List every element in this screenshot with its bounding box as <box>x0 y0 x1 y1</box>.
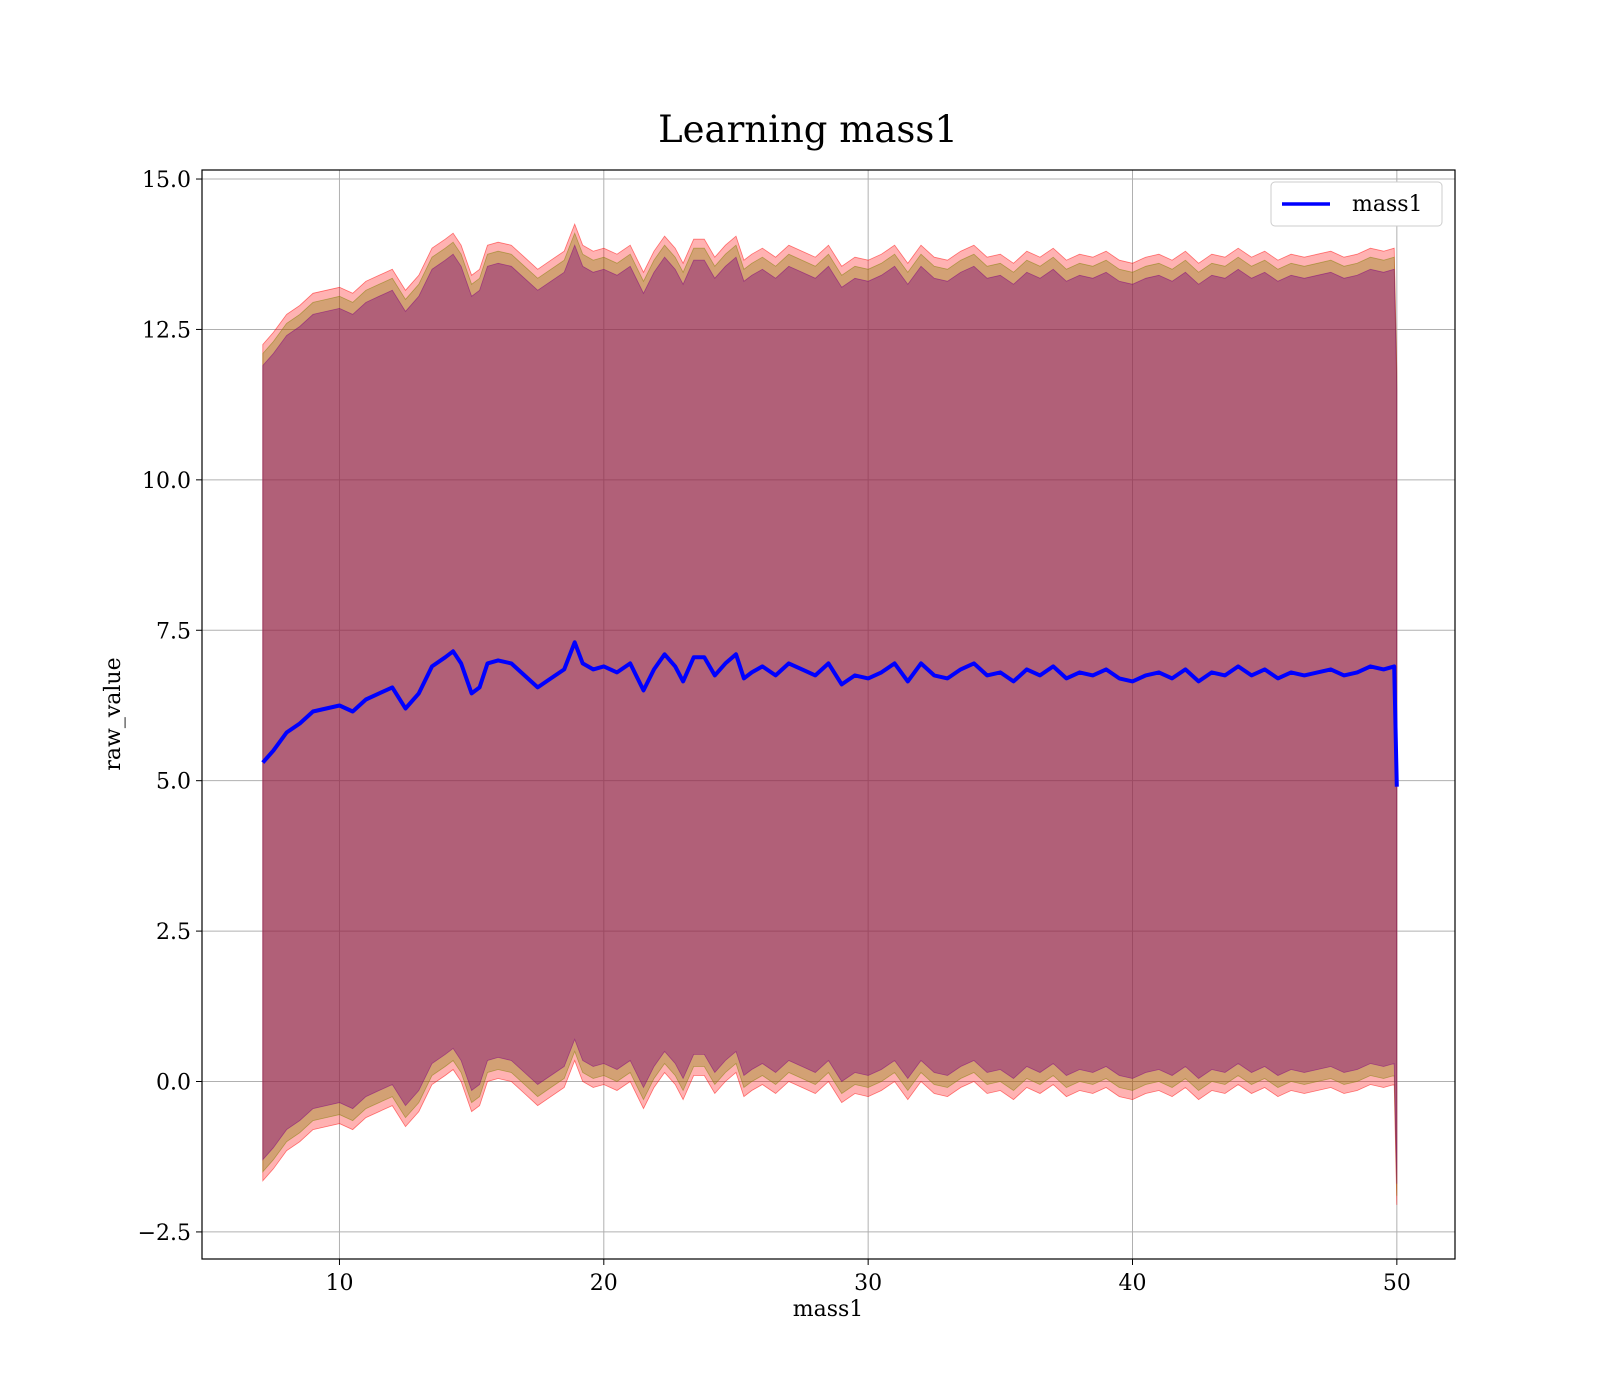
legend: mass1 <box>1270 181 1443 227</box>
confidence-band-0 <box>262 222 1398 1205</box>
x-tick-label: 30 <box>854 1271 882 1296</box>
x-tick-label: 50 <box>1383 1271 1411 1296</box>
y-tick-label: 7.5 <box>156 619 191 644</box>
y-tick-label: 15.0 <box>142 168 191 193</box>
x-axis-label: mass1 <box>793 1297 864 1322</box>
x-tick-label: 40 <box>1118 1271 1146 1296</box>
x-tick-label: 20 <box>590 1271 618 1296</box>
y-tick-label: −2.5 <box>138 1221 191 1246</box>
series-lines <box>261 640 1399 787</box>
confidence-band-1 <box>262 232 1398 1196</box>
y-tick-label: 12.5 <box>142 318 191 343</box>
plot-frame <box>201 169 1456 1260</box>
x-tick-label: 10 <box>325 1271 353 1296</box>
series-line-mass1 <box>261 640 1399 787</box>
y-axis-label: raw_value <box>101 657 126 770</box>
y-tick-label: 5.0 <box>156 770 191 795</box>
y-ticks: −2.5 0.0 2.5 5.0 7.5 10.0 12.5 15.0 <box>138 168 202 1246</box>
confidence-band-2 <box>262 244 1398 1184</box>
legend-label-mass1: mass1 <box>1352 192 1423 217</box>
legend-box <box>1270 181 1443 227</box>
x-ticks: 10 20 30 40 50 <box>325 1259 1411 1296</box>
confidence-bands <box>262 222 1398 1205</box>
chart-title: Learning mass1 <box>658 108 958 151</box>
y-tick-label: 10.0 <box>142 469 191 494</box>
y-tick-label: 0.0 <box>156 1071 191 1096</box>
y-tick-label: 2.5 <box>156 920 191 945</box>
